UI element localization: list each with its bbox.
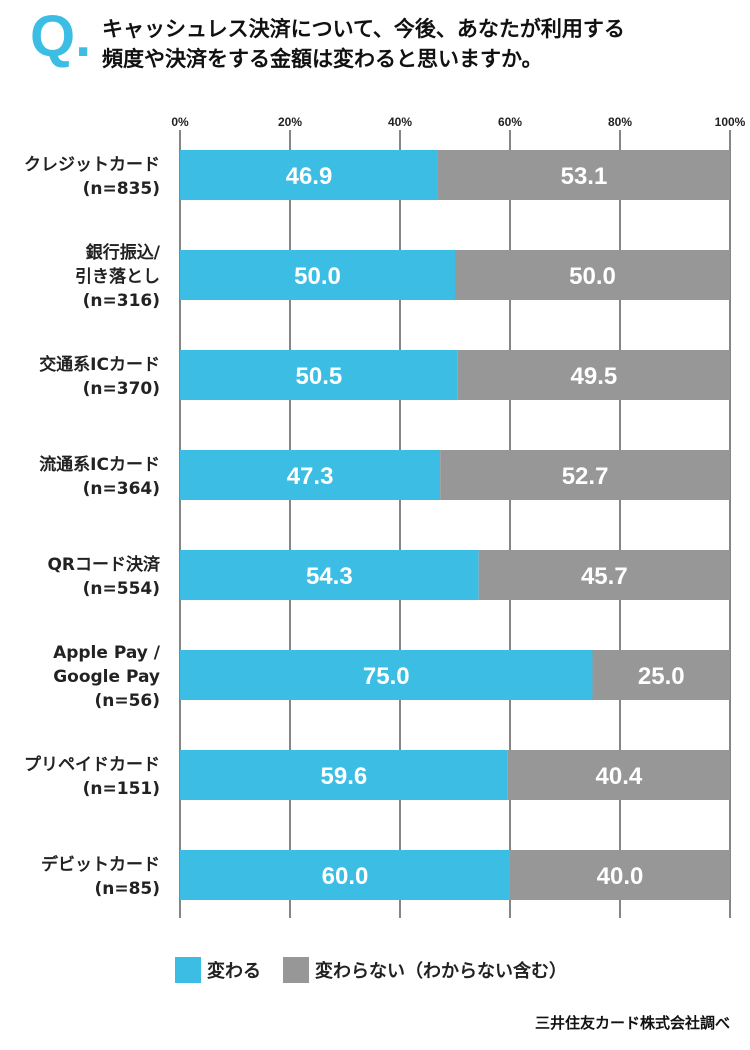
bar-value-label: 75.0 [363, 663, 410, 690]
question-text: キャッシュレス決済について、今後、あなたが利用する 頻度や決済をする金額は変わる… [102, 14, 722, 74]
bar-segment-changes [180, 550, 479, 600]
bar-value-label: 50.0 [294, 263, 341, 290]
bar-segment-changes [180, 250, 455, 300]
legend-label-changes: 変わる [207, 961, 261, 982]
chart-header: Q. キャッシュレス決済について、今後、あなたが利用する 頻度や決済をする金額は… [0, 0, 750, 100]
bar-value-label: 45.7 [581, 563, 628, 590]
x-tick-label: 60% [498, 115, 522, 129]
category-label: (n=316) [83, 291, 160, 311]
bar-segment-no-change [592, 650, 730, 700]
bar-segment-no-change [478, 550, 730, 600]
category-label: (n=85) [94, 879, 160, 899]
bar-value-label: 52.7 [562, 463, 609, 490]
category-label: クレジットカード [24, 155, 160, 175]
bar-value-label: 49.5 [571, 363, 618, 390]
bar-segment-no-change [455, 250, 730, 300]
question-line-1: キャッシュレス決済について、今後、あなたが利用する [102, 17, 625, 41]
x-tick-label: 20% [278, 115, 302, 129]
bar-value-label: 53.1 [561, 163, 608, 190]
x-tick-label: 40% [388, 115, 412, 129]
bar-segment-changes [180, 750, 508, 800]
bar-value-label: 47.3 [287, 463, 334, 490]
legend: 変わる 変わらない（わからない含む） [175, 956, 589, 984]
question-mark-logo: Q. [30, 8, 91, 66]
q-letter: Q [30, 4, 76, 69]
category-label: (n=151) [83, 779, 160, 799]
legend-item-changes: 変わる [175, 957, 261, 983]
bar-segment-changes [180, 350, 458, 400]
bar-value-label: 25.0 [638, 663, 685, 690]
category-label: (n=56) [94, 691, 160, 711]
source-credit: 三井住友カード株式会社調べ [534, 1014, 730, 1032]
category-label: QRコード決済 [47, 554, 161, 575]
bar-segment-changes [180, 850, 510, 900]
category-label: 流通系ICカード [39, 454, 160, 475]
category-label: Google Pay [53, 667, 160, 687]
category-label: プリペイドカード [24, 754, 160, 775]
bar-segment-no-change [437, 150, 730, 200]
legend-label-no-change: 変わらない（わからない含む） [315, 961, 567, 982]
bar-segment-no-change [457, 350, 730, 400]
legend-swatch-changes [175, 957, 201, 983]
x-tick-label: 100% [715, 115, 746, 129]
bar-value-label: 60.0 [322, 863, 369, 890]
bar-value-label: 40.4 [596, 763, 643, 790]
category-label: (n=364) [83, 479, 160, 499]
category-label: 銀行振込/ [86, 242, 161, 263]
bar-segment-no-change [507, 750, 730, 800]
bar-segment-changes [180, 650, 593, 700]
bar-value-label: 50.0 [569, 263, 616, 290]
legend-swatch-no-change [283, 957, 309, 983]
bar-value-label: 54.3 [306, 563, 353, 590]
category-label: 引き落とし [75, 267, 160, 287]
bar-segment-no-change [510, 850, 730, 900]
bar-value-label: 50.5 [296, 363, 343, 390]
bar-value-label: 46.9 [286, 163, 333, 190]
x-tick-label: 0% [171, 115, 189, 129]
q-dot: . [75, 4, 92, 69]
category-label: Apple Pay / [53, 643, 161, 663]
question-line-2: 頻度や決済をする金額は変わると思いますか。 [102, 47, 543, 71]
category-label: デビットカード [41, 854, 160, 875]
bar-segment-changes [180, 450, 441, 500]
legend-item-no-change: 変わらない（わからない含む） [283, 957, 567, 983]
bar-value-label: 40.0 [597, 863, 644, 890]
category-label: 交通系ICカード [39, 354, 160, 375]
category-label: (n=554) [83, 579, 160, 599]
x-tick-label: 80% [608, 115, 632, 129]
category-label: (n=370) [83, 379, 160, 399]
bar-value-label: 59.6 [321, 763, 368, 790]
bar-segment-changes [180, 150, 438, 200]
category-label: (n=835) [83, 179, 160, 199]
bar-segment-no-change [440, 450, 730, 500]
